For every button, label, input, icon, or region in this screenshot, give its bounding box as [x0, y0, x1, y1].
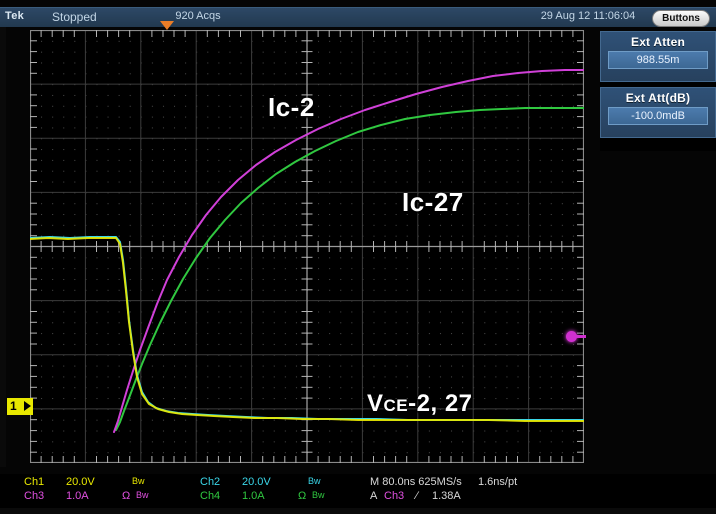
bottom-readout-bar: Ch1 20.0V Bw Ch2 20.0V Bw M 80.0ns 625MS…	[0, 474, 716, 508]
ch3-marker-dot-icon	[566, 331, 577, 342]
ch1-scale[interactable]: 20.0V	[66, 476, 95, 488]
buttons-button[interactable]: Buttons	[652, 10, 710, 27]
ch4-coupling-icon: Ω	[298, 490, 307, 502]
label-vce-suffix: -2, 27	[408, 390, 473, 417]
ext-atten-value[interactable]: 988.55m	[608, 51, 708, 69]
ext-att-db-box[interactable]: Ext Att(dB) -100.0mdB	[600, 87, 716, 138]
ext-att-db-value[interactable]: -100.0mdB	[608, 107, 708, 125]
trigger-prefix: A	[370, 490, 378, 502]
tek-logo: Tek	[5, 10, 25, 22]
graticule-grid	[30, 30, 584, 463]
trigger-slope-icon: ∕	[416, 490, 418, 502]
ch1-marker-label: 1	[10, 399, 17, 413]
ch4-name[interactable]: Ch4	[200, 490, 221, 502]
ch2-name[interactable]: Ch2	[200, 476, 221, 488]
ch3-level-marker-icon[interactable]	[566, 331, 586, 342]
ch3-bandwidth-icon: Bw	[136, 490, 149, 500]
timebase-readout[interactable]: M 80.0ns 625MS/s	[370, 476, 462, 488]
ch2-bandwidth-icon: Bw	[308, 476, 321, 486]
acquisition-count-label: 920 Acqs	[175, 10, 221, 22]
ch1-marker-arrow-icon	[24, 401, 31, 411]
side-menu-panel: Ext Atten 988.55m Ext Att(dB) -100.0mdB	[600, 31, 716, 151]
trigger-source[interactable]: Ch3	[384, 490, 405, 502]
label-vce: VCE-2, 27	[367, 390, 473, 418]
ch3-scale[interactable]: 1.0A	[66, 490, 89, 502]
ch1-bandwidth-icon: Bw	[132, 476, 145, 486]
trace-vce-ch1	[30, 237, 584, 422]
ext-atten-title: Ext Atten	[630, 35, 686, 49]
label-vce-prefix: V	[367, 390, 384, 417]
ch3-name[interactable]: Ch3	[24, 490, 45, 502]
ext-att-db-title: Ext Att(dB)	[625, 91, 691, 105]
top-status-bar: Tek Stopped 920 Acqs 29 Aug 12 11:06:04 …	[0, 7, 716, 27]
waveform-graticule-area[interactable]: Ic-2 Ic-27 VCE-2, 27	[30, 30, 584, 463]
ch4-scale[interactable]: 1.0A	[242, 490, 265, 502]
trigger-level[interactable]: 1.38A	[432, 490, 461, 502]
ch2-scale[interactable]: 20.0V	[242, 476, 271, 488]
trace-ic-2	[113, 69, 584, 433]
ext-atten-box[interactable]: Ext Atten 988.55m	[600, 31, 716, 82]
trace-ic-27	[115, 107, 584, 431]
left-bezel	[0, 27, 6, 467]
ch4-bandwidth-icon: Bw	[312, 490, 325, 500]
ch1-name[interactable]: Ch1	[24, 476, 45, 488]
label-ic-27: Ic-27	[402, 187, 464, 217]
datetime-label: 29 Aug 12 11:06:04	[540, 10, 636, 22]
ch3-marker-bar-icon	[575, 335, 586, 338]
trigger-position-icon[interactable]	[160, 21, 174, 30]
ch3-coupling-icon: Ω	[122, 490, 131, 502]
run-state-label[interactable]: Stopped	[52, 10, 97, 24]
label-vce-subscript: CE	[383, 396, 409, 415]
ch1-ground-marker[interactable]: 1	[7, 398, 33, 415]
bottom-bezel	[0, 508, 716, 514]
label-ic-2: Ic-2	[268, 92, 315, 122]
resolution-readout: 1.6ns/pt	[478, 476, 518, 488]
